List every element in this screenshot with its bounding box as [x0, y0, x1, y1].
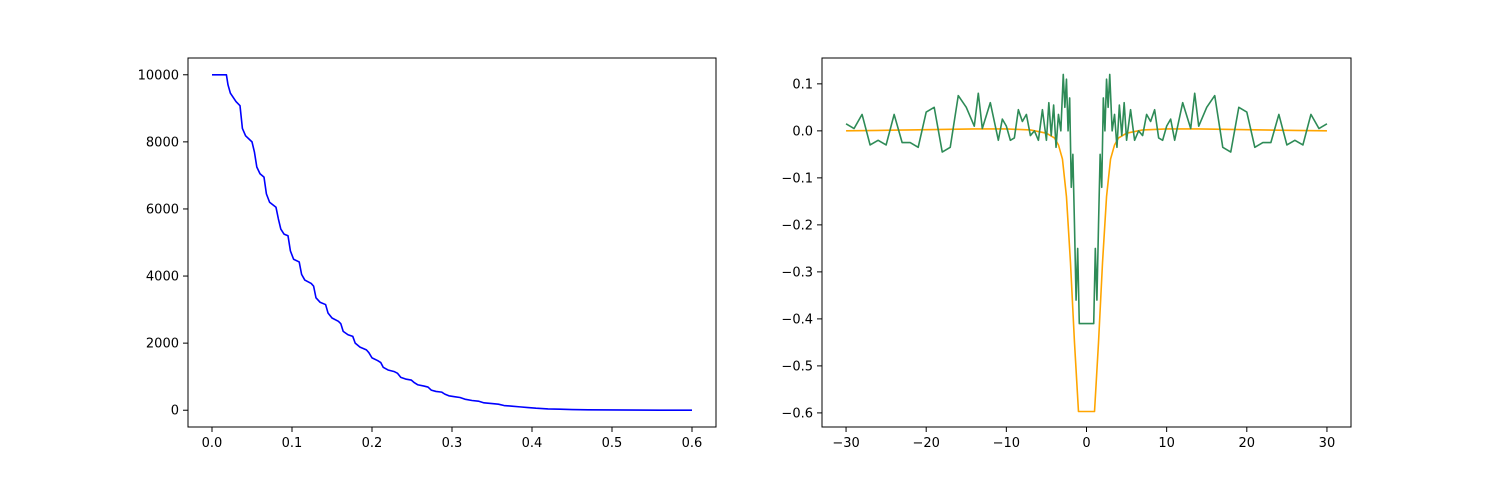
y-tick-label: 6000 [146, 202, 179, 217]
x-tick-label: −20 [912, 436, 939, 451]
y-tick-label: −0.1 [781, 171, 813, 186]
left-chart: 0.0 0.1 0.2 0.3 0.4 0.5 0.6 0 2000 4000 6000 8000 10… [138, 57, 717, 451]
y-tick-label: −0.2 [781, 218, 813, 233]
x-tick-label: −10 [993, 436, 1020, 451]
y-tick-label: −0.3 [781, 265, 813, 280]
y-tick-label: 2000 [146, 337, 179, 352]
x-tick-label: −30 [832, 436, 859, 451]
x-tick-label: 0.0 [202, 436, 223, 451]
x-tick-label: 0.5 [602, 436, 623, 451]
y-tick-label: 10000 [138, 68, 179, 83]
x-tick-label: 0.6 [682, 436, 703, 451]
right-chart: −30 −20 −10 0 10 20 30 0.1 0.0 −0.1 −0.2 −0.3 −0.4 −0… [781, 57, 1352, 451]
series-line-0 [212, 73, 693, 412]
x-tick-label: 0.1 [282, 436, 303, 451]
y-tick-label: −0.6 [781, 406, 813, 421]
x-tick-label: 0.4 [522, 436, 543, 451]
y-tick-label: −0.4 [781, 312, 813, 327]
y-tick-label: −0.5 [781, 359, 813, 374]
y-tick-label: 4000 [146, 270, 179, 285]
y-tick-label: 0.0 [792, 124, 813, 139]
x-tick-label: 10 [1158, 436, 1175, 451]
y-tick-label: 0.1 [792, 77, 813, 92]
x-tick-label: 0 [1082, 436, 1090, 451]
x-tick-label: 30 [1319, 436, 1336, 451]
x-tick-label: 0.2 [362, 436, 383, 451]
series-line-1 [845, 73, 1328, 325]
x-tick-label: 0.3 [442, 436, 463, 451]
x-tick-label: 20 [1239, 436, 1256, 451]
y-tick-label: 8000 [146, 135, 179, 150]
y-tick-label: 0 [171, 404, 179, 419]
